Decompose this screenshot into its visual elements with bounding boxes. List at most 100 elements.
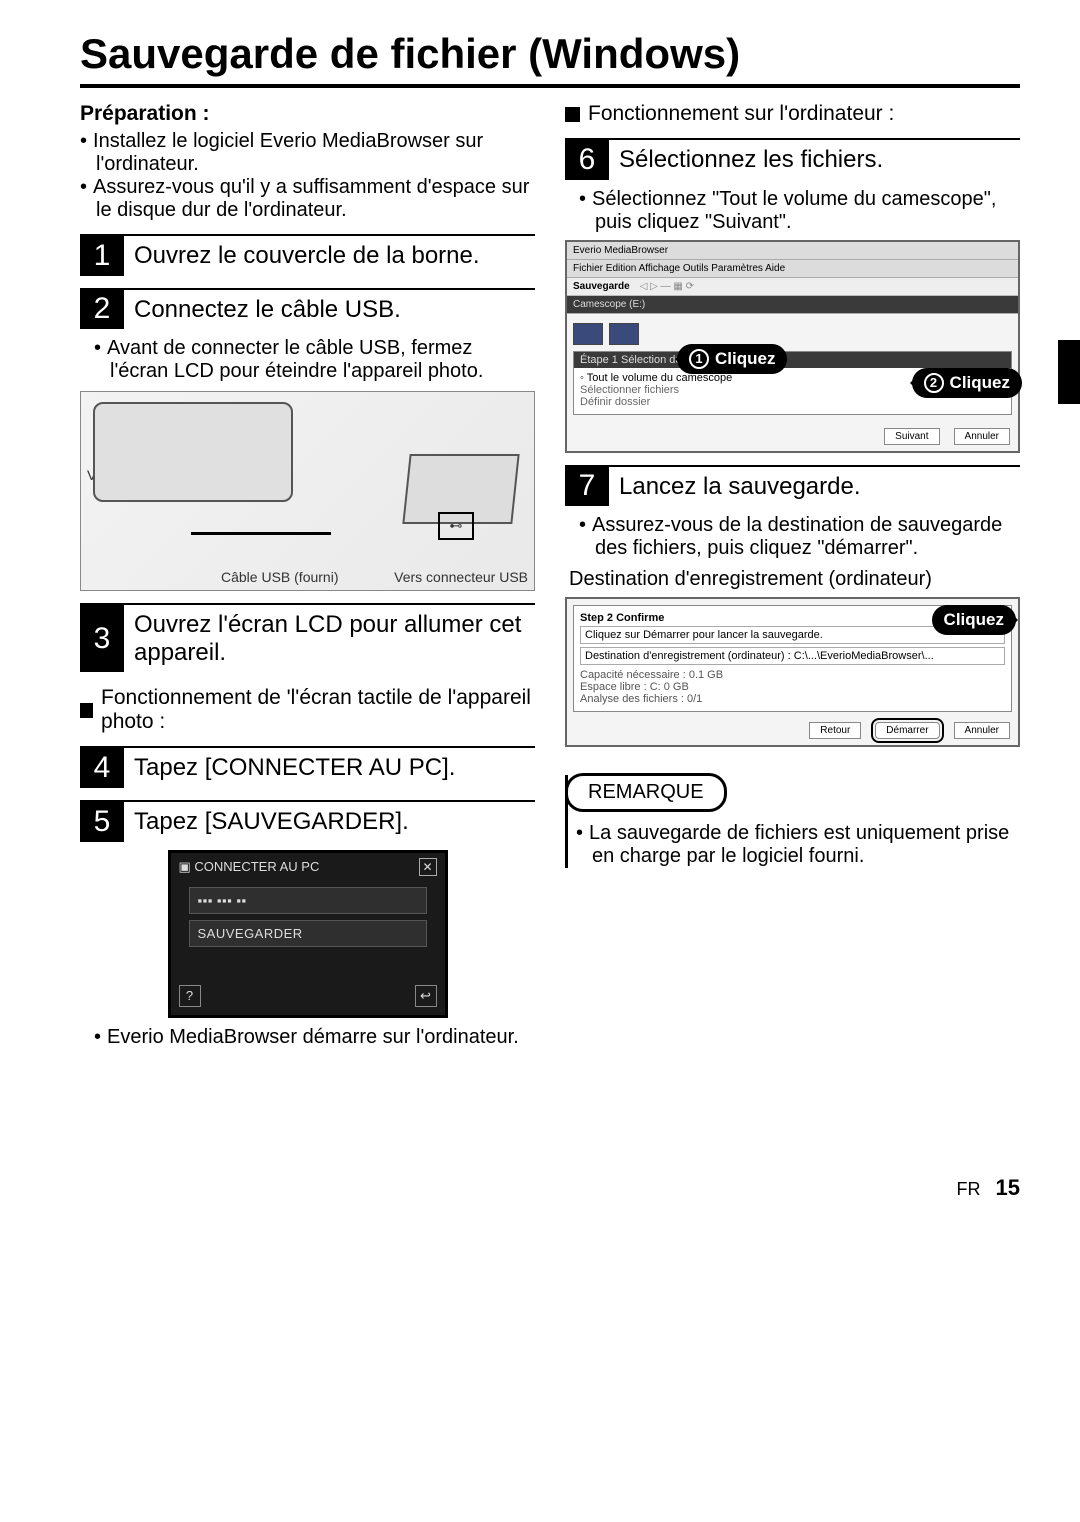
step-text: Ouvrez le couvercle de la borne. [124,236,535,276]
window-body: 1 Cliquez Étape 1 Sélection du Volume ◦ … [567,314,1018,424]
page-title: Sauvegarde de fichier (Windows) [80,30,1020,88]
step-number: 1 [80,236,124,276]
menu-bar[interactable]: Fichier Edition Affichage Outils Paramèt… [567,260,1018,278]
retour-button[interactable]: Retour [809,722,861,739]
sauvegarder-button[interactable]: SAUVEGARDER [189,920,427,947]
callout-2: 2 Cliquez [912,368,1022,398]
software-window-2: Step 2 Confirme Cliquez sur Démarrer pou… [565,597,1020,747]
section-text: Fonctionnement de 'l'écran tactile de l'… [101,686,535,734]
remark-list: La sauvegarde de fichiers est uniquement… [576,822,1014,868]
thumbnails [573,323,1012,345]
square-bullet-icon [80,703,93,718]
step2-note-text: Avant de connecter le câble USB, fermez … [110,337,535,383]
footer-lang: FR [957,1179,981,1199]
pc-section-heading: Fonctionnement sur l'ordinateur : [565,102,1020,126]
page: Sauvegarde de fichier (Windows) Préparat… [0,0,1080,1231]
step-text: Tapez [SAUVEGARDER]. [124,802,535,842]
touchscreen-section-heading: Fonctionnement de 'l'écran tactile de l'… [80,686,535,734]
step-1: 1 Ouvrez le couvercle de la borne. [80,234,535,276]
remark-text: La sauvegarde de fichiers est uniquement… [592,822,1014,868]
step-text: Sélectionnez les fichiers. [609,140,1020,180]
step-number: 2 [80,290,124,330]
step-5: 5 Tapez [SAUVEGARDER]. [80,800,535,842]
side-tab [1058,340,1080,404]
step-text: Lancez la sauvegarde. [609,467,1020,507]
connection-diagram: Vers connecteur USB Câble USB (fourni) V… [80,391,535,591]
callout-text: Cliquez [715,349,775,369]
step7-note: Assurez-vous de la destination de sauveg… [579,514,1020,560]
camera-icon [93,402,293,502]
help-icon[interactable]: ? [179,985,201,1007]
circled-number-icon: 2 [924,373,944,393]
window-titlebar: Everio MediaBrowser [567,242,1018,260]
diagram-label: Câble USB (fourni) [221,570,339,585]
preparation-list: Installez le logiciel Everio MediaBrowse… [80,130,535,222]
software-window-1: Everio MediaBrowser Fichier Edition Affi… [565,240,1020,453]
callout-cliquez: Cliquez [932,605,1016,635]
suivant-button[interactable]: Suivant [884,428,939,445]
prep-item: Assurez-vous qu'il y a suffisamment d'es… [96,176,535,222]
section-text: Fonctionnement sur l'ordinateur : [588,102,894,126]
remark-label: REMARQUE [565,773,727,812]
lcd-button[interactable]: ▪▪▪ ▪▪▪ ▪▪ [189,887,427,914]
remark-box: REMARQUE La sauvegarde de fichiers est u… [565,775,1020,868]
callout-text: Cliquez [950,373,1010,393]
step-text: Connectez le câble USB. [124,290,535,330]
toolbar: Sauvegarde ◁ ▷ — ▦ ⟳ [567,278,1018,296]
panel-header: Étape 1 Sélection du Volume [574,352,1011,368]
right-column: Fonctionnement sur l'ordinateur : 6 Séle… [565,102,1020,1055]
window-footer: Retour Démarrer Annuler [567,718,1018,745]
lcd-header: ▣ CONNECTER AU PC ✕ [171,853,445,881]
step7-note-text: Assurez-vous de la destination de sauveg… [595,514,1020,560]
window-body: Step 2 Confirme Cliquez sur Démarrer pou… [567,599,1018,718]
window-footer: Suivant Annuler [567,424,1018,451]
annuler-button[interactable]: Annuler [954,722,1010,739]
footer-page-number: 15 [996,1175,1020,1200]
destination-path: Destination d'enregistrement (ordinateur… [580,647,1005,665]
square-bullet-icon [565,107,580,122]
destination-label: Destination d'enregistrement (ordinateur… [569,568,1020,591]
info-line: Espace libre : C: 0 GB [580,681,1005,693]
left-column: Préparation : Installez le logiciel Ever… [80,102,535,1055]
back-icon[interactable]: ↩ [415,985,437,1007]
step-number: 4 [80,748,124,788]
prep-item: Installez le logiciel Everio MediaBrowse… [96,130,535,176]
step-number: 5 [80,802,124,842]
tab-sauvegarde[interactable]: Sauvegarde [573,281,630,292]
step5-note-text: Everio MediaBrowser démarre sur l'ordina… [110,1026,535,1049]
diagram-label: Vers connecteur USB [394,570,528,585]
step-number: 3 [80,605,124,672]
lcd-footer: ? ↩ [171,979,445,1015]
step5-note: Everio MediaBrowser démarre sur l'ordina… [94,1026,535,1049]
circled-number-icon: 1 [689,349,709,369]
close-icon[interactable]: ✕ [419,858,437,876]
callout-text: Cliquez [944,610,1004,630]
lcd-screenshot: ▣ CONNECTER AU PC ✕ ▪▪▪ ▪▪▪ ▪▪ SAUVEGARD… [168,850,448,1018]
annuler-button[interactable]: Annuler [954,428,1010,445]
step-6: 6 Sélectionnez les fichiers. [565,138,1020,180]
thumbnail[interactable] [609,323,639,345]
thumbnail[interactable] [573,323,603,345]
step-2: 2 Connectez le câble USB. [80,288,535,330]
step6-note-text: Sélectionnez "Tout le volume du camescop… [595,188,1020,234]
preparation-heading: Préparation : [80,102,535,126]
step6-note: Sélectionnez "Tout le volume du camescop… [579,188,1020,234]
step-text: Tapez [CONNECTER AU PC]. [124,748,535,788]
page-footer: FR 15 [80,1175,1020,1201]
step-number: 7 [565,467,609,507]
usb-icon: ⊷ [438,512,474,540]
callout-1: 1 Cliquez [677,344,787,374]
camescope-label: Camescope (E:) [567,296,1018,314]
two-columns: Préparation : Installez le logiciel Ever… [80,102,1020,1055]
info-line: Analyse des fichiers : 0/1 [580,693,1005,705]
step-7: 7 Lancez la sauvegarde. [565,465,1020,507]
usb-cable-icon [191,532,331,535]
info-line: Capacité nécessaire : 0.1 GB [580,669,1005,681]
step-number: 6 [565,140,609,180]
step-text: Ouvrez l'écran LCD pour allumer cet appa… [124,605,535,672]
step-3: 3 Ouvrez l'écran LCD pour allumer cet ap… [80,603,535,672]
lcd-title: ▣ CONNECTER AU PC [179,859,320,875]
step2-note: Avant de connecter le câble USB, fermez … [94,337,535,383]
demarrer-button[interactable]: Démarrer [875,722,939,739]
step-4: 4 Tapez [CONNECTER AU PC]. [80,746,535,788]
